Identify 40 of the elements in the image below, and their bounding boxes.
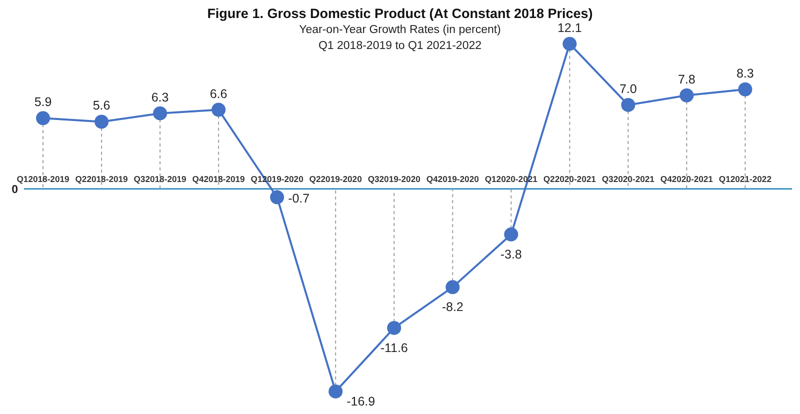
data-label: 12.1 <box>557 20 582 35</box>
point <box>738 82 752 96</box>
point <box>562 36 577 51</box>
chart-subtitle: Year-on-Year Growth Rates (in percent) Q1 2018-2019 to Q1 2021-2022 <box>299 24 501 52</box>
point <box>212 102 226 117</box>
data-label: -0.7 <box>288 191 310 206</box>
data-label: 6.6 <box>210 86 228 101</box>
x-tick-label: Q42019-2020 <box>426 174 480 184</box>
data-label: 7.8 <box>678 72 696 86</box>
x-tick-label: Q22019-2020 <box>309 174 362 184</box>
point <box>446 280 460 294</box>
point <box>387 320 402 335</box>
point <box>94 114 109 129</box>
data-label: -11.6 <box>380 340 408 355</box>
chart-title: Figure 1. Gross Domestic Product (At Constant 2018 Prices) <box>207 6 593 21</box>
text: 0 <box>12 184 18 196</box>
point <box>153 106 168 120</box>
point <box>328 384 343 398</box>
x-tick-label: Q12018-2019 <box>16 174 70 184</box>
data-label: -8.2 <box>442 300 464 314</box>
data-label: 5.6 <box>92 98 110 113</box>
x-tick-label: Q22020-2021 <box>543 174 596 184</box>
x-tick-label: Q12021-2022 <box>718 174 772 184</box>
data-label: 8.3 <box>736 66 754 80</box>
data-label: -3.8 <box>500 247 522 262</box>
data-label: 5.9 <box>34 95 52 110</box>
point <box>621 98 636 112</box>
x-tick-label: Q42018-2019 <box>192 174 246 184</box>
data-label: 7.0 <box>619 82 637 96</box>
point <box>504 227 518 242</box>
point <box>270 190 284 204</box>
data-label: 6.3 <box>151 90 169 104</box>
data-label: -16.9 <box>346 394 376 408</box>
x-tick-label: Q32019-2020 <box>368 174 421 184</box>
point <box>680 88 694 102</box>
x-tick-label: Q32018-2019 <box>134 174 187 184</box>
x-tick-label: Q22018-2019 <box>75 174 128 184</box>
point <box>36 111 50 126</box>
x-tick-label: Q32020-2021 <box>602 174 655 184</box>
x-tick-label: Q42020-2021 <box>660 174 714 184</box>
